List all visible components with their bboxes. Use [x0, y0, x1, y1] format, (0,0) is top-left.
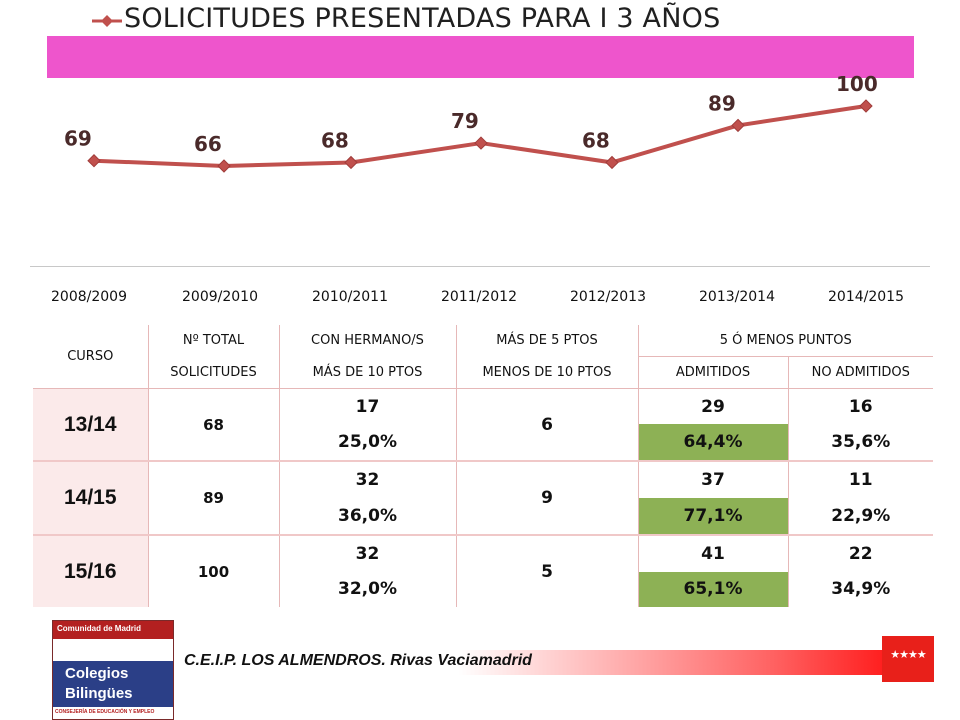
header-mas5-line1: MÁS DE 5 PTOS [456, 325, 639, 357]
data-label: 89 [708, 91, 736, 115]
row-curso: 15/16 [33, 535, 149, 607]
row-no-admitidos-pct: 34,9% [831, 579, 891, 600]
table-row: 25,0% 64,4% 35,6% [33, 424, 933, 462]
data-point [474, 136, 488, 150]
row-admitidos-pct: 64,4% [638, 424, 789, 462]
line-chart: 69 66 68 79 68 89 100 [64, 72, 878, 173]
header-hermano-line1: CON HERMANO/S [279, 325, 457, 357]
table-row: 13/14 68 17 6 29 16 [33, 388, 933, 462]
row-no-admitidos-pct: 22,9% [831, 506, 891, 527]
row-mas5: 5 [456, 535, 639, 607]
data-label: 79 [451, 109, 479, 133]
row-curso: 14/15 [33, 461, 149, 535]
row-no-admitidos: 22 [848, 543, 873, 564]
logo-bottom-text: CONSEJERÍA DE EDUCACIÓN Y EMPLEO [55, 709, 155, 715]
header-no-admitidos: NO ADMITIDOS [788, 356, 934, 389]
x-tick-label: 2011/2012 [441, 289, 517, 305]
header-menos5: 5 Ó MENOS PUNTOS [638, 325, 934, 357]
x-tick-label: 2009/2010 [182, 289, 258, 305]
colegios-bilingues-logo: Comunidad de Madrid Colegios Bilingües C… [52, 620, 174, 720]
data-point [731, 118, 745, 133]
row-no-admitidos-pct: 35,6% [831, 432, 891, 453]
data-point [87, 154, 101, 168]
row-hermano-pct: 32,0% [279, 571, 457, 607]
legend-marker-icon [92, 15, 122, 27]
row-admitidos-pct: 65,1% [638, 571, 789, 607]
chart-title: SOLICITUDES PRESENTADAS PARA I 3 AÑOS [124, 3, 721, 34]
logo-line1: Colegios [65, 665, 129, 682]
header-admitidos: ADMITIDOS [638, 356, 789, 389]
row-hermano: 32 [279, 535, 457, 572]
data-label: 68 [582, 128, 610, 152]
data-point [344, 155, 358, 170]
x-axis-line [30, 266, 930, 267]
header-mas5-line2: MENOS DE 10 PTOS [456, 356, 639, 389]
x-tick-label: 2014/2015 [828, 289, 904, 305]
flag-stars: ★★★★ [890, 649, 926, 661]
data-label: 100 [836, 72, 878, 96]
logo-top-text: Comunidad de Madrid [57, 624, 141, 633]
x-tick-label: 2008/2009 [51, 289, 127, 305]
row-curso: 13/14 [33, 388, 149, 462]
data-point [217, 159, 231, 173]
row-no-admitidos: 16 [848, 396, 873, 417]
row-total: 100 [148, 535, 280, 607]
x-tick-label: 2010/2011 [312, 289, 388, 305]
row-total: 89 [148, 461, 280, 535]
row-hermano-pct: 25,0% [279, 424, 457, 462]
row-mas5: 6 [456, 388, 639, 462]
data-point [605, 155, 619, 170]
logo-line2: Bilingües [65, 685, 133, 702]
chart-title-bar [47, 36, 914, 78]
row-mas5: 9 [456, 461, 639, 535]
row-total: 68 [148, 388, 280, 462]
table-row: 14/15 89 32 9 37 11 [33, 461, 934, 535]
footer-text: C.E.I.P. LOS ALMENDROS. Rivas Vaciamadri… [184, 652, 532, 669]
row-no-admitidos: 11 [848, 470, 873, 491]
header-hermano-line2: MÁS DE 10 PTOS [279, 356, 457, 389]
madrid-flag-icon: ★★★★ [882, 636, 934, 682]
footer-bar [176, 650, 882, 675]
row-admitidos: 37 [638, 461, 789, 499]
table-row: 15/16 100 32 5 41 22 [33, 535, 934, 607]
x-tick-label: 2013/2014 [699, 289, 775, 305]
data-label: 66 [194, 132, 222, 156]
table-row: 32,0% 65,1% 34,9% [33, 571, 933, 607]
header-total-line1: Nº TOTAL [148, 325, 280, 357]
table-row: 36,0% 77,1% 22,9% [33, 498, 933, 535]
row-hermano: 17 [279, 388, 457, 425]
logo-band: Colegios Bilingües [53, 661, 173, 707]
row-hermano: 32 [279, 461, 457, 499]
row-admitidos-pct: 77,1% [638, 498, 789, 535]
solicitudes-table: CURSO Nº TOTAL CON HERMANO/S MÁS DE 5 PT… [33, 325, 934, 607]
row-admitidos: 41 [638, 535, 789, 572]
data-label: 69 [64, 127, 92, 151]
header-total-line2: SOLICITUDES [148, 356, 280, 389]
row-admitidos: 29 [638, 388, 789, 425]
x-tick-label: 2012/2013 [570, 289, 646, 305]
data-point [859, 99, 873, 113]
row-hermano-pct: 36,0% [279, 498, 457, 535]
logo-header: Comunidad de Madrid [53, 621, 173, 639]
data-label: 68 [321, 128, 349, 152]
header-curso: CURSO [33, 325, 149, 389]
